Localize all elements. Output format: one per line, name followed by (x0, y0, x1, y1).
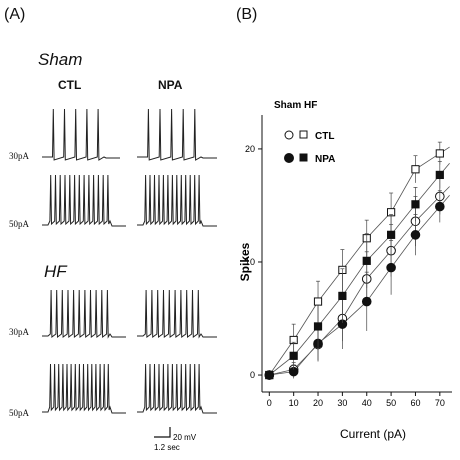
x-tick-label: 0 (267, 398, 272, 408)
x-tick-label: 30 (337, 398, 347, 408)
point-sham-npa (361, 296, 372, 307)
y-tick-label: 0 (250, 370, 255, 380)
legend-npa-circle (284, 153, 294, 163)
scale-bar: 20 mV 1.2 sec (154, 427, 197, 452)
trace-sham-npa-50pa (137, 174, 217, 227)
legend: CTL NPA (284, 130, 335, 165)
column-npa-label: NPA (158, 78, 183, 92)
trace-hf-ctl-30pa (42, 289, 126, 339)
x-tick-label: 60 (410, 398, 420, 408)
x-tick-label: 40 (362, 398, 372, 408)
point-hf-ctl (313, 297, 323, 306)
scale-bar-voltage: 20 mV (173, 433, 197, 442)
trace-sham-npa-30pa (137, 108, 217, 161)
trace-hf-npa-30pa (137, 289, 217, 339)
row-label-hf-50pa: 50pA (9, 408, 29, 418)
point-hf-npa (362, 256, 371, 265)
point-hf-npa (435, 170, 444, 180)
trace-hf-npa-50pa (137, 363, 217, 414)
point-hf-ctl (411, 165, 420, 174)
row-label-hf-30pa: 30pA (9, 327, 29, 337)
panel-a-label: (A) (4, 6, 26, 23)
point-hf-npa (289, 351, 298, 360)
legend-npa-label: NPA (315, 154, 335, 165)
y-axis-label: Spikes (238, 242, 252, 281)
voltage-traces: 20 mV 1.2 sec (42, 108, 217, 452)
legend-ctl-circle (284, 130, 294, 140)
x-tick-label: 20 (313, 398, 323, 408)
trace-hf-ctl-50pa (42, 363, 126, 414)
column-ctl-label: CTL (58, 78, 82, 92)
point-sham-npa (410, 230, 421, 240)
point-hf-ctl (435, 149, 444, 158)
x-tick-label: 10 (289, 398, 299, 408)
legend-ctl-square (299, 130, 308, 139)
point-hf-npa (411, 200, 420, 209)
point-sham-npa (435, 201, 445, 212)
row-label-sham-30pa: 30pA (9, 151, 29, 161)
scale-bar-lines (154, 427, 171, 438)
y-tick-label: 10 (245, 257, 255, 267)
chart-subtitle: Sham HF (274, 100, 317, 111)
y-tick-label: 20 (245, 144, 255, 154)
point-sham-npa (386, 262, 396, 273)
point-hf-npa (338, 291, 347, 300)
condition-sham-title: Sham (38, 50, 83, 69)
x-axis-label: Current (pA) (340, 427, 406, 441)
x-tick-label: 50 (386, 398, 396, 408)
fit-curve-sham-ctl (269, 186, 450, 376)
x-tick-label: 70 (435, 398, 445, 408)
row-label-sham-50pa: 50pA (9, 219, 29, 229)
trace-sham-ctl-50pa (42, 174, 126, 227)
fit-curve-sham-npa (269, 195, 450, 376)
point-hf-npa (387, 230, 396, 239)
legend-ctl-label: CTL (315, 131, 334, 142)
spikes-chart: Sham HF CTL NPA Current (pA) Spikes 0 10 2… (238, 100, 452, 441)
point-hf-npa (313, 322, 323, 331)
panel-b-label: (B) (236, 6, 258, 23)
legend-npa-square (299, 153, 308, 162)
trace-sham-ctl-30pa (42, 108, 120, 161)
scale-bar-time: 1.2 sec (154, 443, 180, 452)
point-hf-npa (265, 370, 274, 380)
condition-hf-title: HF (44, 262, 67, 281)
